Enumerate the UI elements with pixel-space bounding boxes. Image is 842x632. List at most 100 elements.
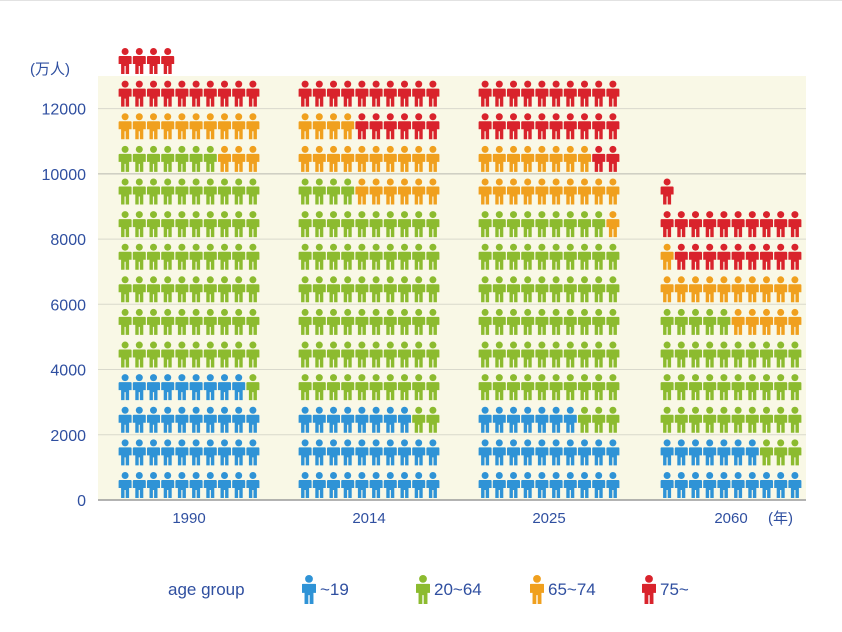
person-icon-20~64 <box>175 145 189 172</box>
person-icon-20~64 <box>298 211 312 238</box>
person-icon-20~64 <box>132 341 146 368</box>
person-icon-65~74 <box>535 145 549 172</box>
person-icon-~19 <box>606 439 620 466</box>
person-icon-20~64 <box>161 276 175 303</box>
person-icon-20~64 <box>246 341 260 368</box>
person-icon-~19 <box>521 439 535 466</box>
person-icon-20~64 <box>535 341 549 368</box>
person-icon-20~64 <box>478 211 492 238</box>
person-icon-20~64 <box>161 211 175 238</box>
person-icon-20~64 <box>731 374 745 401</box>
person-icon-20~64 <box>717 374 731 401</box>
person-icon-65~74 <box>232 145 246 172</box>
person-icon-65~74 <box>398 178 411 205</box>
person-icon-75~ <box>369 113 383 140</box>
person-icon-75~ <box>578 80 591 107</box>
person-icon-~19 <box>175 406 189 433</box>
person-icon-20~64 <box>232 308 246 335</box>
person-icon-20~64 <box>549 374 563 401</box>
person-icon-~19 <box>312 472 326 498</box>
person-icon-20~64 <box>521 276 535 303</box>
person-icon-~19 <box>147 472 160 498</box>
person-icon-~19 <box>246 439 260 466</box>
person-icon-20~64 <box>563 211 577 238</box>
person-icon-65~74 <box>660 243 674 270</box>
person-icon-20~64 <box>606 341 620 368</box>
person-icon-~19 <box>549 406 563 433</box>
person-icon-~19 <box>312 406 326 433</box>
person-icon-20~64 <box>478 341 492 368</box>
person-icon-75~ <box>203 80 217 107</box>
person-icon-65~74 <box>246 113 260 140</box>
person-icon-20~64 <box>492 276 506 303</box>
person-icon-20~64 <box>774 374 788 401</box>
person-icon-20~64 <box>507 374 520 401</box>
person-icon-75~ <box>774 211 788 238</box>
person-icon-~19 <box>426 439 440 466</box>
person-icon-20~64 <box>492 374 506 401</box>
person-icon-20~64 <box>189 341 203 368</box>
person-icon-20~64 <box>507 211 520 238</box>
person-icon-20~64 <box>189 243 203 270</box>
person-icon-~19 <box>703 439 717 466</box>
person-icon-20~64 <box>189 178 203 205</box>
person-icon-~19 <box>383 406 397 433</box>
person-icon-20~64 <box>175 211 189 238</box>
person-icon-20~64 <box>478 276 492 303</box>
person-icon-20~64 <box>203 178 217 205</box>
person-icon-65~74 <box>147 113 160 140</box>
person-icon-65~74 <box>731 308 745 335</box>
person-icon-20~64 <box>355 341 369 368</box>
person-icon-~19 <box>246 406 260 433</box>
person-icon-20~64 <box>327 341 340 368</box>
person-icon-~19 <box>132 406 146 433</box>
person-icon-65~74 <box>549 145 563 172</box>
person-icon-20~64 <box>327 211 340 238</box>
person-icon-65~74 <box>745 308 759 335</box>
person-icon-20~64 <box>218 211 231 238</box>
person-icon-~19 <box>175 439 189 466</box>
person-icon-~19 <box>689 439 702 466</box>
person-icon-75~ <box>246 80 260 107</box>
person-icon-20~64 <box>660 374 674 401</box>
person-icon-~19 <box>592 439 606 466</box>
person-icon-~19 <box>703 472 717 498</box>
person-icon-~19 <box>660 472 674 498</box>
person-icon-20~64 <box>563 243 577 270</box>
person-icon-~19 <box>203 472 217 498</box>
person-icon-75~ <box>717 243 731 270</box>
person-icon-20~64 <box>745 341 759 368</box>
person-icon-20~64 <box>703 406 717 433</box>
person-icon-20~64 <box>218 243 231 270</box>
person-icon-20~64 <box>521 341 535 368</box>
person-icon-75~ <box>189 80 203 107</box>
person-icon-~19 <box>383 472 397 498</box>
person-icon-20~64 <box>606 276 620 303</box>
person-icon-20~64 <box>147 276 160 303</box>
person-icon-20~64 <box>426 308 440 335</box>
person-icon-20~64 <box>478 243 492 270</box>
person-icon-65~74 <box>383 145 397 172</box>
person-icon-65~74 <box>246 145 260 172</box>
person-icon-20~64 <box>232 178 246 205</box>
person-icon-~19 <box>383 439 397 466</box>
person-icon-~19 <box>521 472 535 498</box>
person-icon-20~64 <box>606 406 620 433</box>
person-icon-20~64 <box>383 243 397 270</box>
person-icon-20~64 <box>218 276 231 303</box>
y-tick-label: 2000 <box>50 428 86 445</box>
person-icon-75~ <box>788 243 802 270</box>
person-icon-20~64 <box>535 211 549 238</box>
person-icon-75~ <box>745 243 759 270</box>
person-icon-20~64 <box>592 211 606 238</box>
person-icon-20~64 <box>674 308 688 335</box>
person-icon-20~64 <box>426 406 440 433</box>
person-icon-20~64 <box>521 308 535 335</box>
person-icon-20~64 <box>327 178 340 205</box>
person-icon-20~64 <box>398 276 411 303</box>
person-icon-75~ <box>341 80 355 107</box>
person-icon-20~64 <box>535 374 549 401</box>
person-icon-65~74 <box>578 178 591 205</box>
person-icon-20~64 <box>246 178 260 205</box>
person-icon-20~64 <box>341 341 355 368</box>
